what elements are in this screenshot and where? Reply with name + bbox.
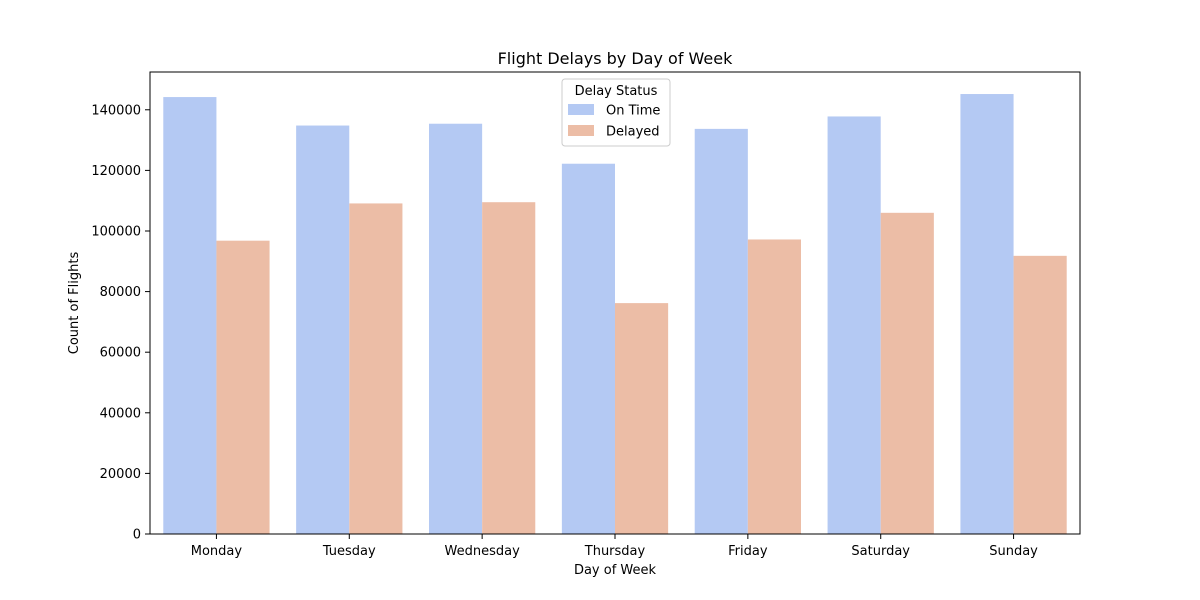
bar-on-time-wednesday [429,123,483,534]
bar-on-time-sunday [960,94,1014,534]
bar-on-time-saturday [827,116,881,534]
bar-delayed-thursday [615,303,669,534]
y-tick-label: 80000 [100,285,141,300]
bar-on-time-thursday [561,163,615,534]
y-tick-label: 60000 [100,346,141,361]
bar-delayed-wednesday [482,202,536,534]
y-tick-label: 140000 [91,103,141,118]
legend-label: Delayed [606,125,660,140]
y-tick-label: 20000 [100,467,141,482]
y-tick-label: 40000 [100,406,141,421]
chart-title: Flight Delays by Day of Week [498,49,734,68]
bar-delayed-friday [747,239,801,534]
bar-on-time-monday [163,97,217,534]
bar-on-time-tuesday [296,125,350,534]
x-tick-label: Sunday [989,544,1038,559]
bar-delayed-saturday [880,212,934,534]
y-axis: 0 20000 40000 60000 80000 100000 120000 140000 [91,103,150,543]
y-axis-title: Count of Flights [67,252,82,355]
x-axis: Monday Tuesday Wednesday Thursday Friday Satu… [191,534,1038,559]
x-tick-label: Wednesday [445,544,521,559]
legend-swatch-delayed [568,125,594,136]
x-tick-label: Friday [728,544,768,559]
y-tick-label: 120000 [91,164,141,179]
legend-title: Delay Status [575,84,658,99]
x-tick-label: Thursday [584,544,646,559]
bar-on-time-friday [694,128,748,534]
bar-delayed-monday [216,240,270,534]
x-tick-label: Monday [191,544,243,559]
legend: Delay Status On Time Delayed [561,78,671,147]
bar-delayed-sunday [1013,255,1067,534]
y-tick-label: 0 [133,528,141,543]
legend-swatch-on-time [568,104,594,115]
x-axis-title: Day of Week [574,563,657,578]
legend-label: On Time [606,104,660,119]
y-tick-label: 100000 [91,224,141,239]
bar-delayed-tuesday [349,203,403,535]
plot-area [163,94,1067,535]
x-tick-label: Saturday [851,544,910,559]
x-tick-label: Tuesday [322,544,376,559]
